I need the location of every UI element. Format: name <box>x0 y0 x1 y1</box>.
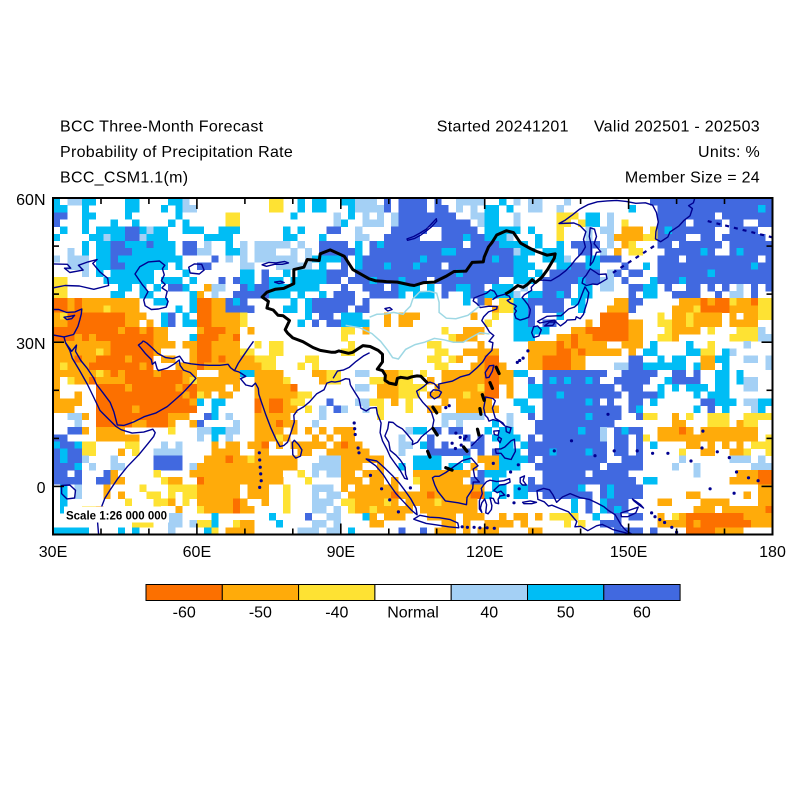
svg-text:60: 60 <box>633 605 651 622</box>
svg-text:60N: 60N <box>16 192 45 209</box>
svg-text:Normal: Normal <box>387 605 439 622</box>
svg-text:50: 50 <box>557 605 575 622</box>
svg-text:40: 40 <box>480 605 498 622</box>
svg-text:60E: 60E <box>183 544 211 561</box>
svg-text:30N: 30N <box>16 336 45 353</box>
svg-text:Valid 202501 - 202503: Valid 202501 - 202503 <box>594 119 760 136</box>
svg-text:-40: -40 <box>325 605 348 622</box>
svg-text:BCC Three-Month Forecast: BCC Three-Month Forecast <box>60 119 264 136</box>
svg-text:30E: 30E <box>39 544 67 561</box>
svg-text:Probability of Precipitation R: Probability of Precipitation Rate <box>60 144 293 161</box>
svg-text:0: 0 <box>37 480 46 497</box>
svg-text:Scale 1:26 000 000: Scale 1:26 000 000 <box>66 511 167 523</box>
svg-text:120E: 120E <box>466 544 503 561</box>
svg-text:150E: 150E <box>610 544 647 561</box>
svg-text:Member Size = 24: Member Size = 24 <box>625 170 760 187</box>
svg-text:180: 180 <box>759 544 786 561</box>
svg-text:90E: 90E <box>327 544 355 561</box>
svg-text:Units: %: Units: % <box>698 144 760 161</box>
svg-text:Started 20241201: Started 20241201 <box>437 119 569 136</box>
svg-text:BCC_CSM1.1(m): BCC_CSM1.1(m) <box>60 170 188 187</box>
svg-text:-50: -50 <box>249 605 272 622</box>
svg-text:-60: -60 <box>173 605 196 622</box>
